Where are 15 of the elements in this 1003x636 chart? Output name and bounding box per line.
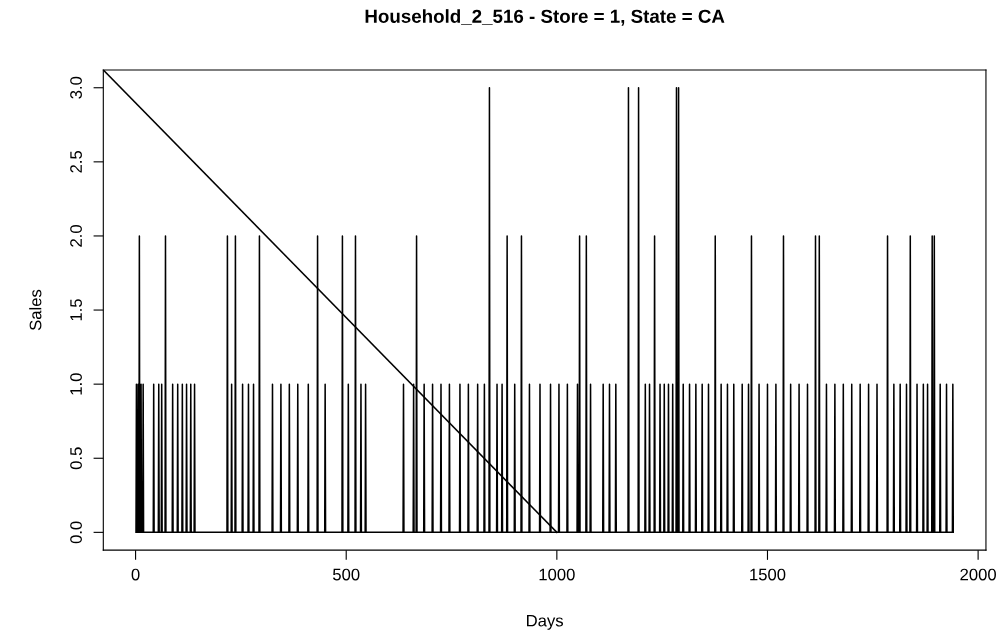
y-tick-label: 0.5: [70, 447, 82, 470]
chart-title: Household_2_516 - Store = 1, State = CA: [365, 9, 725, 26]
y-tick-label: 0.0: [70, 521, 82, 544]
y-tick-label: 1.5: [70, 299, 82, 321]
y-tick-label: 1.0: [70, 373, 82, 395]
y-axis-title: Sales: [29, 289, 42, 331]
x-tick-label: 1500: [750, 568, 786, 581]
x-tick-label: 0: [131, 568, 140, 581]
x-tick-label: 1000: [539, 568, 575, 581]
y-tick-label: 2.0: [70, 225, 82, 247]
x-tick-label: 500: [332, 568, 360, 581]
y-tick-label: 2.5: [70, 150, 82, 173]
y-tick-label: 3.0: [70, 76, 82, 99]
x-tick-label: 2000: [960, 568, 996, 581]
x-axis-title: Days: [527, 614, 564, 630]
